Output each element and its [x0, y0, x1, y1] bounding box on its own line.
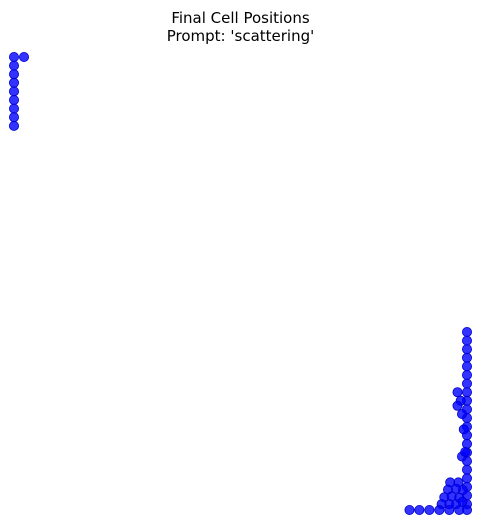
cell-point: [404, 504, 415, 515]
cell-point: [461, 352, 472, 363]
cell-point: [434, 504, 445, 515]
cell-point: [456, 408, 467, 419]
cell-point: [461, 473, 472, 484]
cell-point: [452, 400, 463, 411]
cell-point: [461, 504, 472, 515]
cell-markers: [8, 52, 472, 515]
cell-point: [8, 77, 19, 88]
cell-point: [461, 326, 472, 337]
cell-point: [461, 335, 472, 346]
cell-point: [444, 504, 455, 515]
cell-point: [461, 344, 472, 355]
chart-subtitle: Prompt: 'scattering': [166, 27, 315, 45]
chart-title: Final Cell Positions: [171, 9, 310, 27]
cell-point: [8, 60, 19, 71]
cell-point: [458, 424, 469, 435]
cell-point: [424, 504, 435, 515]
cell-point: [461, 361, 472, 372]
cell-point: [452, 387, 463, 398]
cell-point: [461, 438, 472, 449]
cell-point: [8, 95, 19, 106]
cell-point: [8, 112, 19, 123]
cell-point: [461, 369, 472, 380]
cell-point: [8, 86, 19, 97]
cell-point: [461, 378, 472, 389]
cell-point: [18, 52, 29, 63]
cell-point: [8, 69, 19, 80]
cell-point: [414, 504, 425, 515]
cell-point: [460, 446, 471, 457]
cell-point: [461, 387, 472, 398]
cell-point: [461, 464, 472, 475]
cell-point: [8, 52, 19, 63]
cell-point: [8, 120, 19, 131]
cell-point: [8, 103, 19, 114]
